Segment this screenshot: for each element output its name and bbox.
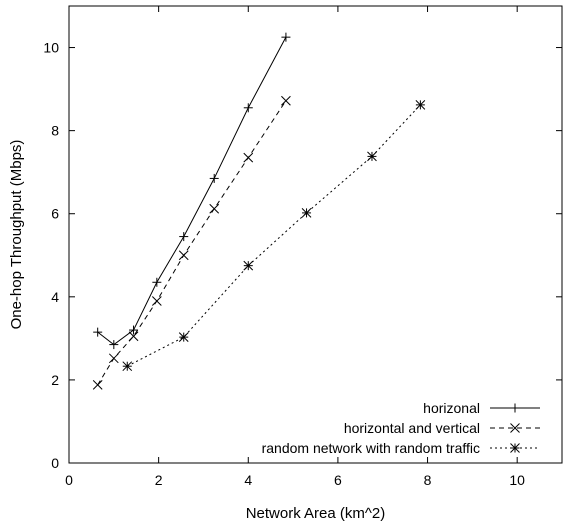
x-tick-label: 0 (65, 472, 73, 488)
series-3 (122, 100, 426, 372)
data-point (108, 353, 119, 364)
legend-marker (510, 443, 520, 453)
y-tick-label: 4 (51, 289, 59, 305)
data-point (152, 277, 162, 287)
plot-frame (68, 5, 563, 464)
y-tick-label: 10 (43, 40, 59, 56)
x-tick-label: 10 (509, 472, 525, 488)
data-point (281, 95, 291, 106)
series-layer (92, 32, 426, 390)
series-line (97, 100, 287, 386)
x-tick-label: 2 (155, 472, 163, 488)
data-point (93, 327, 103, 337)
x-tick-label: 6 (334, 472, 342, 488)
legend-label: random network with random traffic (262, 440, 480, 456)
y-tick-label: 8 (51, 123, 59, 139)
data-point (179, 232, 189, 242)
series-line (97, 36, 287, 346)
data-point (151, 296, 162, 306)
x-axis-label: Network Area (km^2) (246, 505, 386, 522)
data-point (281, 32, 291, 42)
data-point (209, 203, 220, 214)
data-point (209, 173, 219, 183)
x-tick-label: 4 (244, 472, 252, 488)
y-tick-label: 2 (51, 372, 59, 388)
data-point (178, 332, 189, 342)
data-point (129, 325, 139, 335)
y-tick-label: 6 (51, 206, 59, 222)
data-point (301, 208, 312, 218)
y-tick-label: 0 (51, 455, 59, 471)
series-1 (93, 32, 291, 350)
axis-ticks: 0 2 4 6 8 10 0 2 4 6 8 10 (43, 6, 562, 488)
legend-label: horizonal (423, 400, 480, 416)
legend: horizonal horizontal and vertical random n… (262, 400, 540, 456)
legend-item: horizontal and vertical (344, 420, 540, 436)
legend-item: random network with random traffic (262, 440, 540, 456)
y-axis-label: One-hop Throughput (Mbps) (8, 140, 25, 330)
series-2 (92, 95, 291, 390)
series-line (127, 104, 421, 367)
data-point (243, 152, 254, 163)
data-point (415, 100, 426, 110)
data-point (92, 380, 103, 390)
legend-marker (510, 403, 520, 413)
legend-item: horizonal (423, 400, 540, 416)
data-point (178, 250, 189, 261)
legend-marker (510, 423, 520, 433)
data-point (243, 260, 254, 271)
x-tick-label: 8 (424, 472, 432, 488)
data-point (109, 340, 119, 350)
data-point (122, 361, 133, 372)
data-point (128, 331, 139, 342)
legend-label: horizontal and vertical (344, 420, 480, 436)
data-point (243, 103, 253, 113)
data-point (367, 151, 377, 162)
